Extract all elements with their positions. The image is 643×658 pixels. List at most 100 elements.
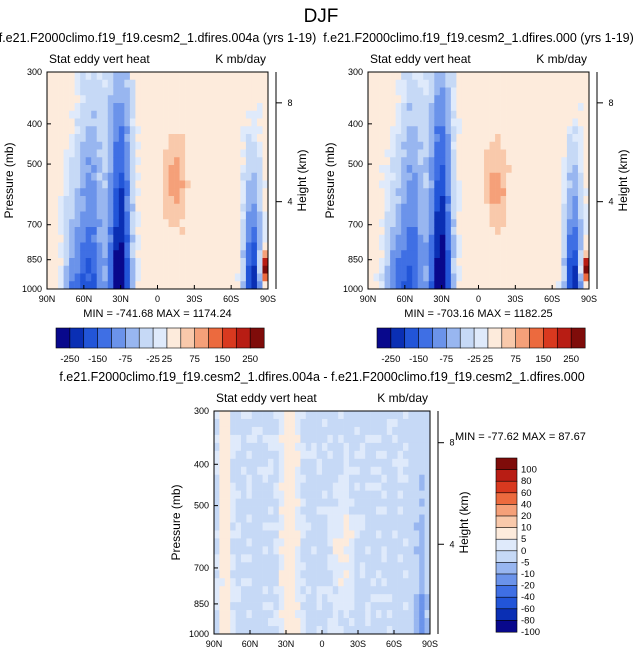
heatmap-cell [91, 79, 98, 88]
heatmap-cell [359, 554, 366, 563]
heatmap-cell [511, 273, 518, 282]
heatmap-cell [439, 110, 446, 119]
heatmap-cell [322, 466, 328, 476]
heatmap-cell [305, 586, 312, 595]
heatmap-cell [533, 103, 540, 112]
heatmap-cell [140, 234, 147, 243]
heatmap-cell [338, 458, 344, 468]
heatmap-cell [218, 180, 225, 189]
colorbar-swatch [404, 327, 420, 349]
heatmap-cell [495, 149, 501, 158]
heatmap-cell [305, 530, 312, 539]
heatmap-cell [256, 165, 263, 174]
heatmap-cell [555, 126, 562, 135]
heatmap-cell [135, 149, 142, 158]
heatmap-cell [174, 258, 180, 267]
heatmap-cell [140, 110, 147, 119]
heatmap-cell [174, 227, 180, 236]
colorbar-label: -25 [146, 354, 160, 365]
heatmap-cell [305, 594, 312, 603]
heatmap-cell [124, 211, 131, 220]
heatmap-cell [295, 458, 301, 468]
heatmap-cell [113, 234, 120, 243]
heatmap-cell [47, 242, 53, 251]
heatmap-cell [174, 172, 180, 181]
heatmap-cell [327, 570, 334, 579]
heatmap-cell [107, 281, 114, 290]
heatmap-cell [295, 506, 301, 515]
heatmap-cell [85, 134, 92, 143]
heatmap-cell [251, 546, 258, 555]
heatmap-cell [539, 242, 546, 251]
heatmap-cell [223, 157, 230, 166]
heatmap-cell [107, 250, 114, 259]
left-label: Stat eddy vert heat [370, 52, 471, 66]
heatmap-cell [522, 95, 529, 104]
heatmap-cell [157, 250, 164, 259]
heatmap-cell [365, 522, 371, 531]
heatmap-cell [390, 165, 396, 174]
heatmap-cell [179, 196, 186, 205]
heatmap-cell [201, 188, 208, 197]
heatmap-cell [386, 442, 393, 452]
heatmap-cell [428, 234, 435, 243]
heatmap-cell [91, 149, 98, 158]
heatmap-cell [338, 594, 344, 603]
heatmap-cell [376, 490, 382, 499]
heatmap-cell [583, 110, 590, 119]
heatmap-cell [185, 165, 191, 174]
heatmap-cell [354, 482, 361, 491]
heatmap-cell [376, 458, 382, 468]
heatmap-cell [234, 157, 241, 166]
heatmap-cell [278, 578, 285, 587]
colorbar-label: 150 [535, 354, 551, 365]
heatmap-cell [428, 141, 435, 150]
heatmap-cell [207, 134, 214, 143]
heatmap-cell [63, 219, 70, 228]
heatmap-cell [332, 506, 339, 515]
heatmap-cell [219, 626, 226, 635]
heatmap-cell [273, 618, 280, 627]
heatmap-cell [528, 157, 535, 166]
heatmap-cell [58, 110, 64, 119]
heatmap-cell [207, 188, 214, 197]
heatmap-cell [424, 474, 431, 483]
heatmap-cell [392, 458, 398, 468]
heatmap-cell [413, 562, 420, 571]
heatmap-cell [428, 227, 435, 236]
heatmap-cell [401, 250, 407, 259]
heatmap-cell [63, 273, 70, 282]
heatmap-cell [373, 126, 380, 135]
heatmap-cell [251, 227, 258, 236]
heatmap-cell [224, 530, 231, 539]
heatmap-cell [207, 118, 214, 127]
heatmap-cell [284, 586, 290, 595]
heatmap-cell [550, 188, 557, 197]
heatmap-cell [434, 118, 441, 127]
heatmap-cell [311, 482, 317, 491]
heatmap-cell [74, 258, 81, 267]
heatmap-cell [384, 188, 391, 197]
heatmap-cell [456, 172, 463, 181]
heatmap-cell [219, 522, 226, 531]
heatmap-cell [349, 522, 355, 531]
colorbar-label: 0 [521, 546, 526, 557]
heatmap-cell [124, 273, 131, 282]
heatmap-cell [224, 626, 231, 635]
heatmap-cell [140, 165, 147, 174]
heatmap-cell [390, 203, 396, 212]
heatmap-cell [256, 157, 263, 166]
heatmap-cell [300, 618, 307, 627]
heatmap-cell [229, 165, 236, 174]
heatmap-cell [395, 95, 402, 104]
heatmap-cell [129, 157, 136, 166]
x-tick-label: 0 [155, 294, 160, 304]
heatmap-cell [135, 95, 142, 104]
heatmap-cell [289, 474, 296, 483]
heatmap-cell [467, 234, 474, 243]
heatmap-cell [47, 87, 53, 96]
heatmap-cell [434, 234, 441, 243]
heatmap-cell [517, 118, 523, 127]
heatmap-cell [140, 79, 147, 88]
heatmap-cell [251, 165, 258, 174]
